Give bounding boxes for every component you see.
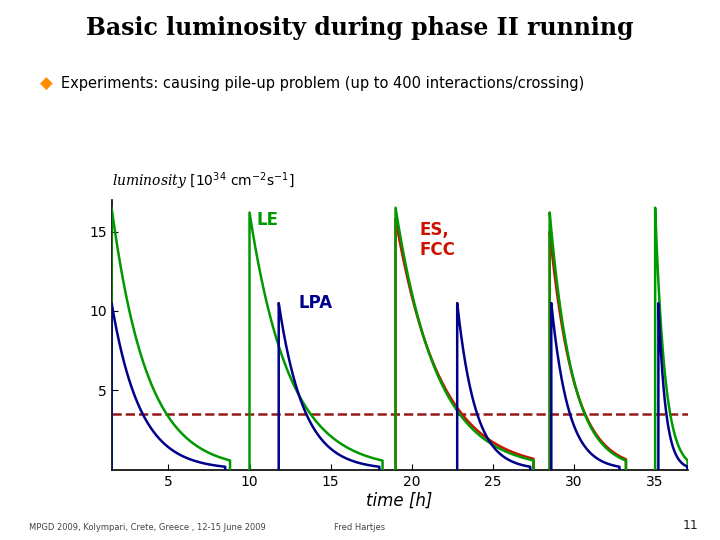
Text: luminosity $[10^{34}\ \mathrm{cm}^{-2}\mathrm{s}^{-1}]$: luminosity $[10^{34}\ \mathrm{cm}^{-2}\m… [112,170,294,192]
Text: MPGD 2009, Kolympari, Crete, Greece , 12-15 June 2009: MPGD 2009, Kolympari, Crete, Greece , 12… [29,523,266,532]
X-axis label: time [h]: time [h] [366,491,433,509]
Text: 11: 11 [683,519,698,532]
Text: Fred Hartjes: Fred Hartjes [334,523,386,532]
Text: LE: LE [256,211,278,229]
Text: Basic luminosity during phase II running: Basic luminosity during phase II running [86,16,634,40]
Text: ES,
FCC: ES, FCC [420,220,456,259]
Text: LPA: LPA [298,294,333,312]
Text: Experiments: causing pile-up problem (up to 400 interactions/crossing): Experiments: causing pile-up problem (up… [61,76,585,91]
Text: ◆: ◆ [40,75,53,93]
